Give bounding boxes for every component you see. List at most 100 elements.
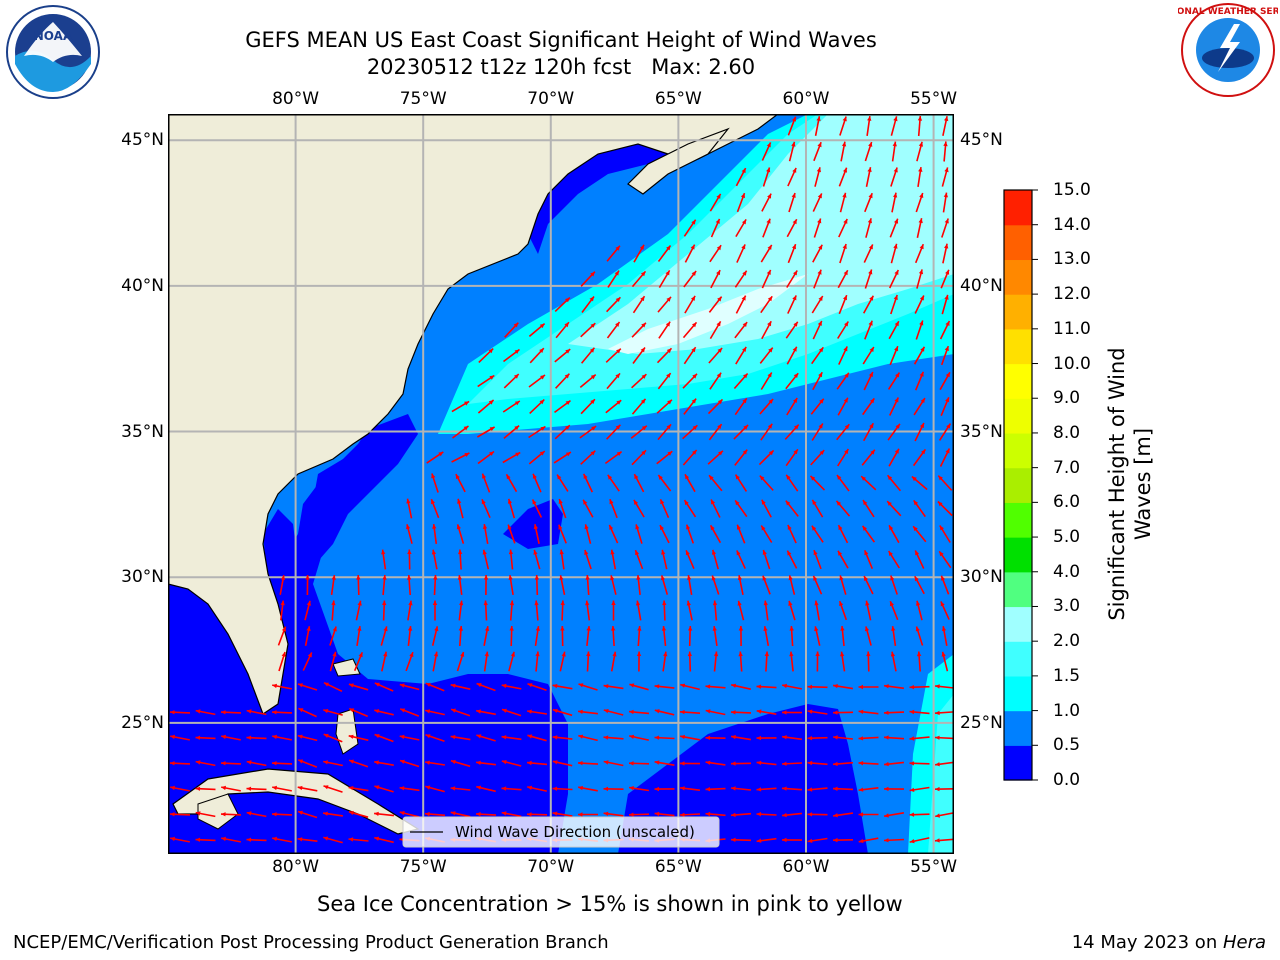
colorbar-tick-0: 0.0	[1053, 770, 1081, 790]
wave-arrow-head-219	[735, 474, 740, 480]
wave-arrow-head-391	[663, 651, 668, 657]
wave-arrow-head-12	[892, 141, 897, 147]
wave-arrow-head-246	[863, 500, 868, 506]
wave-arrow-head-183	[895, 423, 900, 429]
wave-arrow-head-388	[586, 651, 591, 657]
wave-arrow-head-484	[756, 735, 761, 741]
wave-arrow-head-545	[731, 786, 736, 791]
wave-arrow-head-326	[382, 600, 387, 606]
wave-arrow-head-467	[323, 733, 329, 738]
wave-arrow-head-493	[195, 760, 201, 765]
wave-arrow-head-211	[532, 473, 537, 479]
wave-arrow-head-584	[935, 813, 940, 818]
wave-arrow-head-561	[348, 810, 354, 816]
wave-arrow-head-255	[533, 524, 538, 530]
wave-arrow-head-117	[717, 348, 723, 353]
wave-arrow-head-578	[782, 812, 787, 818]
wave-arrow-head-593	[374, 836, 380, 841]
wave-arrow-head-538	[552, 786, 558, 791]
wave-arrow-head-352	[357, 626, 362, 631]
wave-arrow-head-366	[712, 626, 717, 631]
wave-arrow-head-92	[564, 322, 569, 328]
wave-arrow-head-460	[935, 710, 940, 716]
colorbar-label-line1: Significant Height of Wind	[1105, 347, 1129, 621]
wave-band-2.0-3.0	[568, 114, 954, 354]
wave-arrow-head-15	[741, 168, 746, 174]
wave-arrow-head-526	[246, 786, 252, 791]
wave-arrow-head-210	[506, 474, 511, 480]
wave-arrow-head-503	[450, 759, 456, 765]
wave-arrow-head-41	[867, 218, 872, 224]
wave-arrow-head-315	[788, 575, 793, 581]
wave-arrow-head-432	[221, 710, 226, 715]
wave-arrow-head-305	[534, 575, 539, 580]
wave-arrow-head-559	[298, 810, 303, 815]
wave-arrow-head-312	[711, 575, 716, 581]
wave-arrow-head-234	[558, 499, 563, 504]
wave-arrow-head-458	[884, 710, 889, 715]
wave-arrow-head-200	[793, 449, 798, 455]
wave-arrow-head-49	[716, 245, 722, 251]
wave-arrow-head-368	[763, 626, 768, 631]
wave-arrow-head-612	[858, 838, 864, 844]
wave-arrow-head-223	[837, 475, 842, 480]
wave-band-0-0.5-southwest	[168, 484, 568, 854]
wave-arrow-head-254	[507, 524, 512, 530]
wave-arrow-head-165	[945, 397, 950, 403]
wave-arrow-head-91	[539, 323, 545, 329]
wave-arrow-head-363	[637, 626, 642, 631]
wave-arrow-head-173	[641, 425, 647, 431]
wave-arrow-head-509	[603, 760, 609, 765]
wave-arrow-head-359	[535, 626, 540, 631]
wave-arrow-head-344	[839, 601, 844, 606]
wave-arrow-head-385	[510, 651, 515, 657]
wave-arrow-head-113	[616, 348, 621, 354]
wave-arrow-head-537	[527, 785, 533, 790]
wave-arrow-head-191	[565, 452, 571, 457]
wave-arrow-head-29	[842, 192, 847, 198]
land-bahamas-grand	[332, 658, 361, 677]
wave-arrow-head-259	[635, 524, 640, 530]
wave-arrow-head-412	[501, 683, 507, 689]
wave-arrow-head-414	[552, 683, 558, 689]
wave-arrow-head-256	[558, 524, 563, 530]
wave-arrow-head-11	[868, 142, 873, 147]
wave-arrow-head-322	[280, 600, 285, 606]
wave-arrow-head-539	[578, 785, 583, 791]
wave-arrow-head-249	[937, 501, 943, 507]
wave-arrow-head-439	[400, 708, 406, 713]
wave-arrow-head-512	[680, 761, 685, 766]
wave-arrow-head-591	[323, 836, 329, 841]
wave-arrow-head-570	[578, 812, 583, 817]
wave-arrow-head-433	[246, 709, 252, 714]
wave-arrow-head-109	[514, 349, 520, 354]
wave-arrow-head-131	[590, 374, 596, 380]
wave-arrow-head-342	[788, 600, 793, 606]
wave-arrow-head-371	[840, 626, 845, 631]
wave-arrow-head-431	[195, 709, 201, 714]
wave-arrow-head-569	[552, 811, 558, 816]
wave-arrow-head-608	[756, 838, 762, 843]
wave-arrow-head-483	[731, 735, 736, 740]
colorbar-tick-16: 14.0	[1053, 214, 1091, 235]
wave-arrow-head-347	[916, 600, 921, 606]
lat-tick-right-0: 45°N	[960, 130, 1003, 151]
wave-arrow-head-588	[246, 837, 252, 842]
colorbar-tick-8: 6.0	[1053, 492, 1081, 513]
wave-arrow-head-266	[811, 525, 817, 531]
wave-arrow-head-290	[838, 550, 843, 556]
lon-tick-top-5: 55°W	[910, 89, 958, 109]
wave-arrow-head-176	[717, 424, 722, 429]
wave-arrow-head-140	[818, 372, 823, 378]
wave-arrow-head-348	[940, 601, 945, 607]
lat-tick-right-1: 40°N	[960, 275, 1003, 296]
wave-arrow-head-327	[408, 600, 413, 606]
wave-arrow-head-339	[712, 600, 718, 606]
wave-arrow-head-58	[944, 243, 949, 249]
wave-arrow-head-208	[455, 474, 460, 480]
wave-arrow-head-553	[935, 786, 940, 792]
wave-arrow-head-440	[425, 709, 431, 714]
wave-arrow-head-218	[709, 475, 714, 481]
wave-arrow-head-288	[787, 550, 792, 556]
wave-arrow-head-294	[939, 551, 944, 557]
